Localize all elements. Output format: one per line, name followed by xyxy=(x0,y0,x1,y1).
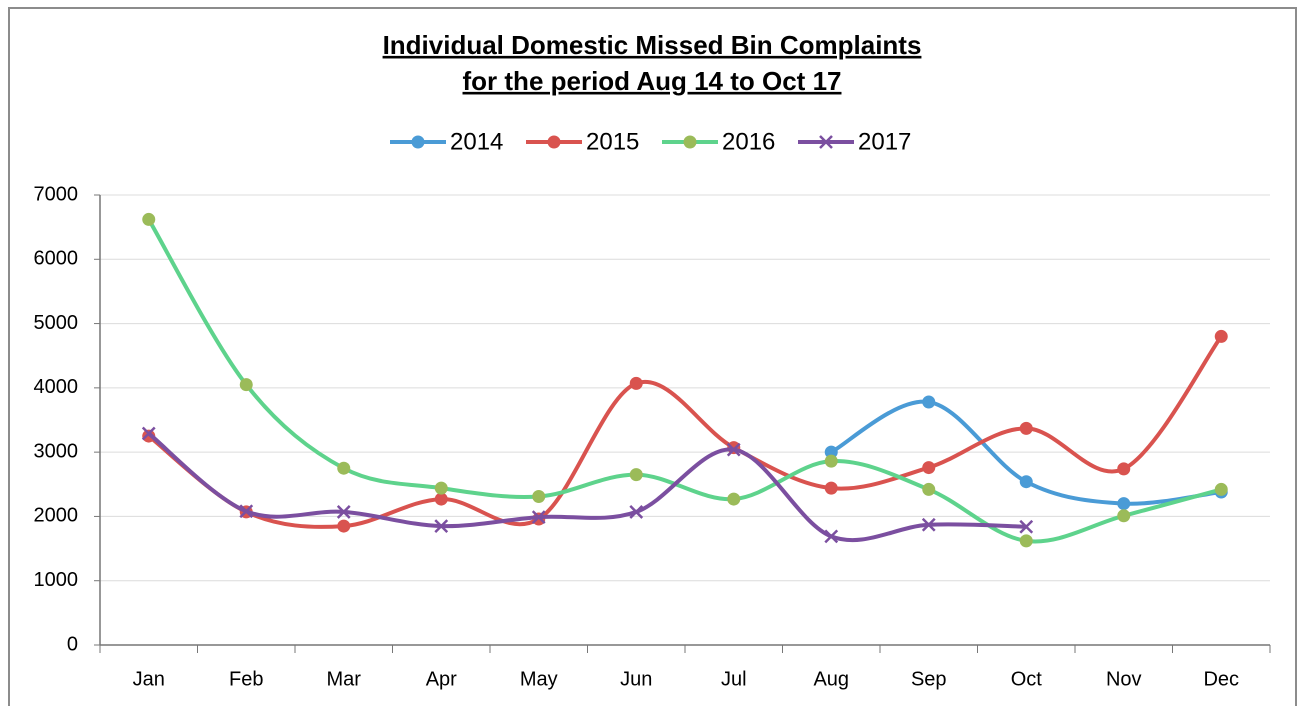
x-tick-label: Jul xyxy=(721,668,747,690)
legend-label: 2016 xyxy=(722,128,775,155)
marker xyxy=(1117,509,1131,523)
marker xyxy=(1019,519,1034,534)
marker xyxy=(727,492,741,506)
marker xyxy=(1019,475,1033,489)
marker xyxy=(629,376,643,390)
marker xyxy=(922,395,936,409)
y-tick-label: 7000 xyxy=(34,183,79,205)
marker xyxy=(824,445,838,459)
legend-label: 2014 xyxy=(450,128,503,155)
x-tick-label: Oct xyxy=(1011,668,1043,690)
marker xyxy=(434,481,448,495)
x-tick-label: Jun xyxy=(620,668,652,690)
x-tick-label: Feb xyxy=(229,668,263,690)
marker xyxy=(819,135,833,149)
chart-title: Individual Domestic Missed Bin Complaint… xyxy=(383,30,922,60)
marker xyxy=(629,468,643,482)
marker xyxy=(532,490,546,503)
x-tick-label: May xyxy=(520,668,558,690)
x-tick-label: Apr xyxy=(426,668,457,690)
x-tick-label: Sep xyxy=(911,668,947,690)
marker xyxy=(239,504,254,519)
y-tick-label: 5000 xyxy=(34,312,79,334)
chart-title: for the period Aug 14 to Oct 17 xyxy=(463,66,842,96)
x-tick-label: Jan xyxy=(133,668,165,690)
y-tick-label: 0 xyxy=(67,633,78,655)
marker xyxy=(141,426,156,441)
marker xyxy=(1117,497,1131,511)
marker xyxy=(1019,534,1033,548)
marker xyxy=(726,442,741,457)
y-tick-label: 3000 xyxy=(34,440,79,462)
marker xyxy=(337,461,351,475)
marker xyxy=(411,135,425,149)
marker xyxy=(1019,421,1033,435)
marker xyxy=(547,135,561,149)
y-tick-label: 1000 xyxy=(34,569,79,591)
marker xyxy=(922,482,936,496)
legend-label: 2017 xyxy=(858,128,911,155)
marker xyxy=(629,505,644,519)
marker xyxy=(337,519,351,533)
x-tick-label: Nov xyxy=(1106,668,1142,690)
series-line xyxy=(147,431,1027,543)
marker xyxy=(683,135,697,149)
y-tick-label: 2000 xyxy=(34,505,79,527)
marker xyxy=(336,505,351,519)
x-tick-label: Mar xyxy=(327,668,362,690)
chart-frame xyxy=(8,7,1297,706)
marker xyxy=(142,212,156,226)
marker xyxy=(824,454,838,468)
marker xyxy=(921,517,936,532)
marker xyxy=(434,492,448,506)
marker xyxy=(434,519,449,533)
marker xyxy=(1117,462,1131,476)
x-tick-label: Dec xyxy=(1203,668,1239,690)
marker xyxy=(1214,329,1228,343)
marker xyxy=(1214,482,1228,496)
legend-label: 2015 xyxy=(586,128,639,155)
y-tick-label: 4000 xyxy=(34,376,79,398)
marker xyxy=(922,461,936,475)
marker xyxy=(824,481,838,495)
y-tick-label: 6000 xyxy=(34,248,79,270)
marker xyxy=(824,529,839,544)
marker xyxy=(239,378,253,392)
x-tick-label: Aug xyxy=(813,668,849,690)
marker xyxy=(531,510,546,524)
